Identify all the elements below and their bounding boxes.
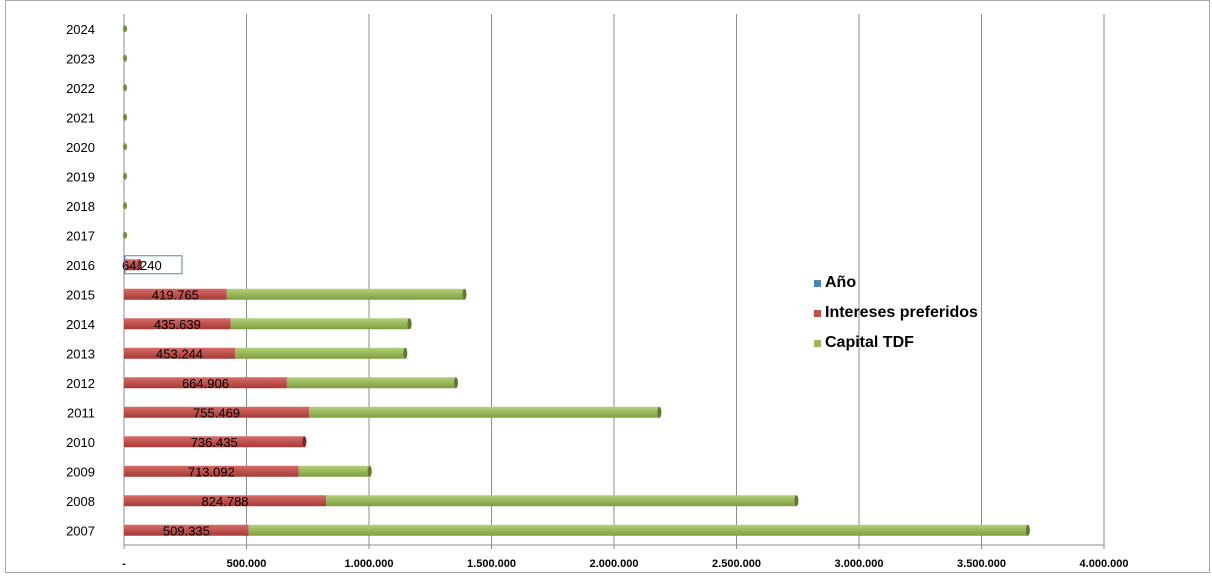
legend-item-ano: Año [814, 268, 978, 298]
bar-end-cap [403, 347, 408, 359]
bar-intereses [124, 495, 327, 507]
legend-label-intereses: Intereses preferidos [825, 304, 978, 321]
bar-zero-marker [123, 54, 127, 62]
bar-zero-marker [123, 25, 127, 33]
x-tick-label: 3.000.000 [835, 558, 884, 570]
y-tick-label: 2023 [66, 51, 95, 66]
bar-end-cap [453, 377, 458, 389]
y-tick-label: 2020 [66, 140, 95, 155]
data-label: 453.244 [156, 346, 203, 361]
y-tick-label: 2015 [66, 287, 95, 302]
chart-frame [5, 0, 1210, 573]
y-tick-label: 2013 [66, 346, 95, 361]
bar-end-cap [137, 259, 142, 271]
bar-intereses [124, 259, 140, 271]
bar-zero-marker [123, 172, 127, 180]
bar-zero-marker [123, 231, 127, 239]
legend-label-ano: Año [825, 274, 857, 291]
y-tick-label: 2016 [66, 258, 95, 273]
y-tick-label: 2024 [66, 22, 95, 37]
y-tick-label: 2012 [66, 376, 95, 391]
legend-swatch-intereses [814, 309, 821, 317]
bar-zero-marker [123, 143, 127, 151]
bar-capital [226, 288, 465, 300]
bar-zero-marker [123, 202, 127, 210]
legend-item-intereses: Intereses preferidos [814, 298, 978, 328]
legend-item-capital: Capital TDF [814, 328, 978, 358]
bar-end-cap [794, 495, 799, 507]
bar-capital [248, 524, 1028, 536]
y-tick-label: 2011 [67, 405, 95, 420]
bar-capital [326, 495, 797, 507]
y-tick-label: 2008 [66, 494, 95, 509]
bar-end-cap [407, 318, 412, 330]
bar-capital [230, 318, 410, 330]
x-tick-label: 1.500.000 [467, 558, 516, 570]
legend-label-capital: Capital TDF [825, 334, 914, 351]
bar-end-cap [367, 465, 372, 477]
x-tick-label: 2.000.000 [590, 558, 639, 570]
legend-swatch-ano [814, 279, 821, 287]
data-label: 435.639 [154, 317, 201, 332]
bar-intereses [124, 347, 236, 359]
bar-intereses [124, 465, 299, 477]
x-tick-label: 2.500.000 [712, 558, 761, 570]
bar-capital [309, 406, 660, 418]
data-label-box [124, 255, 183, 275]
bar-intereses [124, 406, 310, 418]
bar-end-cap [1025, 524, 1030, 536]
data-label: 824.788 [202, 494, 249, 509]
data-label: 419.765 [152, 287, 199, 302]
legend-swatch-capital [814, 339, 821, 347]
x-tick-label: 1.000.000 [345, 558, 394, 570]
y-tick-label: 2017 [66, 228, 95, 243]
y-tick-label: 2019 [66, 169, 95, 184]
x-tick-label: 500.000 [227, 558, 267, 570]
data-label: 664.906 [182, 376, 229, 391]
bar-end-cap [657, 406, 662, 418]
bar-end-cap [462, 288, 467, 300]
y-tick-label: 2007 [66, 523, 95, 538]
bar-zero-marker [123, 84, 127, 92]
data-label: 509.335 [163, 523, 210, 538]
data-label: 64.240 [122, 258, 162, 273]
bar-intereses [124, 436, 305, 448]
data-label: 736.435 [191, 435, 238, 450]
x-tick-label: 3.500.000 [957, 558, 1006, 570]
data-label: 713.092 [188, 464, 235, 479]
y-tick-label: 2018 [66, 199, 95, 214]
bar-intereses [124, 524, 249, 536]
bar-intereses [124, 288, 227, 300]
x-tick-label: - [122, 558, 126, 570]
x-tick-label: 4.000.000 [1080, 558, 1129, 570]
y-tick-label: 2009 [66, 464, 95, 479]
bar-end-cap [302, 436, 307, 448]
bar-intereses [124, 377, 287, 389]
y-tick-label: 2022 [66, 81, 95, 96]
y-tick-label: 2014 [66, 317, 95, 332]
bar-zero-marker [123, 113, 127, 121]
bar-capital [286, 377, 456, 389]
legend: Año Intereses preferidos Capital TDF [814, 268, 978, 358]
bar-capital [298, 465, 370, 477]
bar-intereses [124, 318, 231, 330]
y-tick-label: 2010 [66, 435, 95, 450]
y-tick-label: 2021 [66, 110, 95, 125]
data-label: 755.469 [193, 405, 240, 420]
bar-capital [235, 347, 406, 359]
